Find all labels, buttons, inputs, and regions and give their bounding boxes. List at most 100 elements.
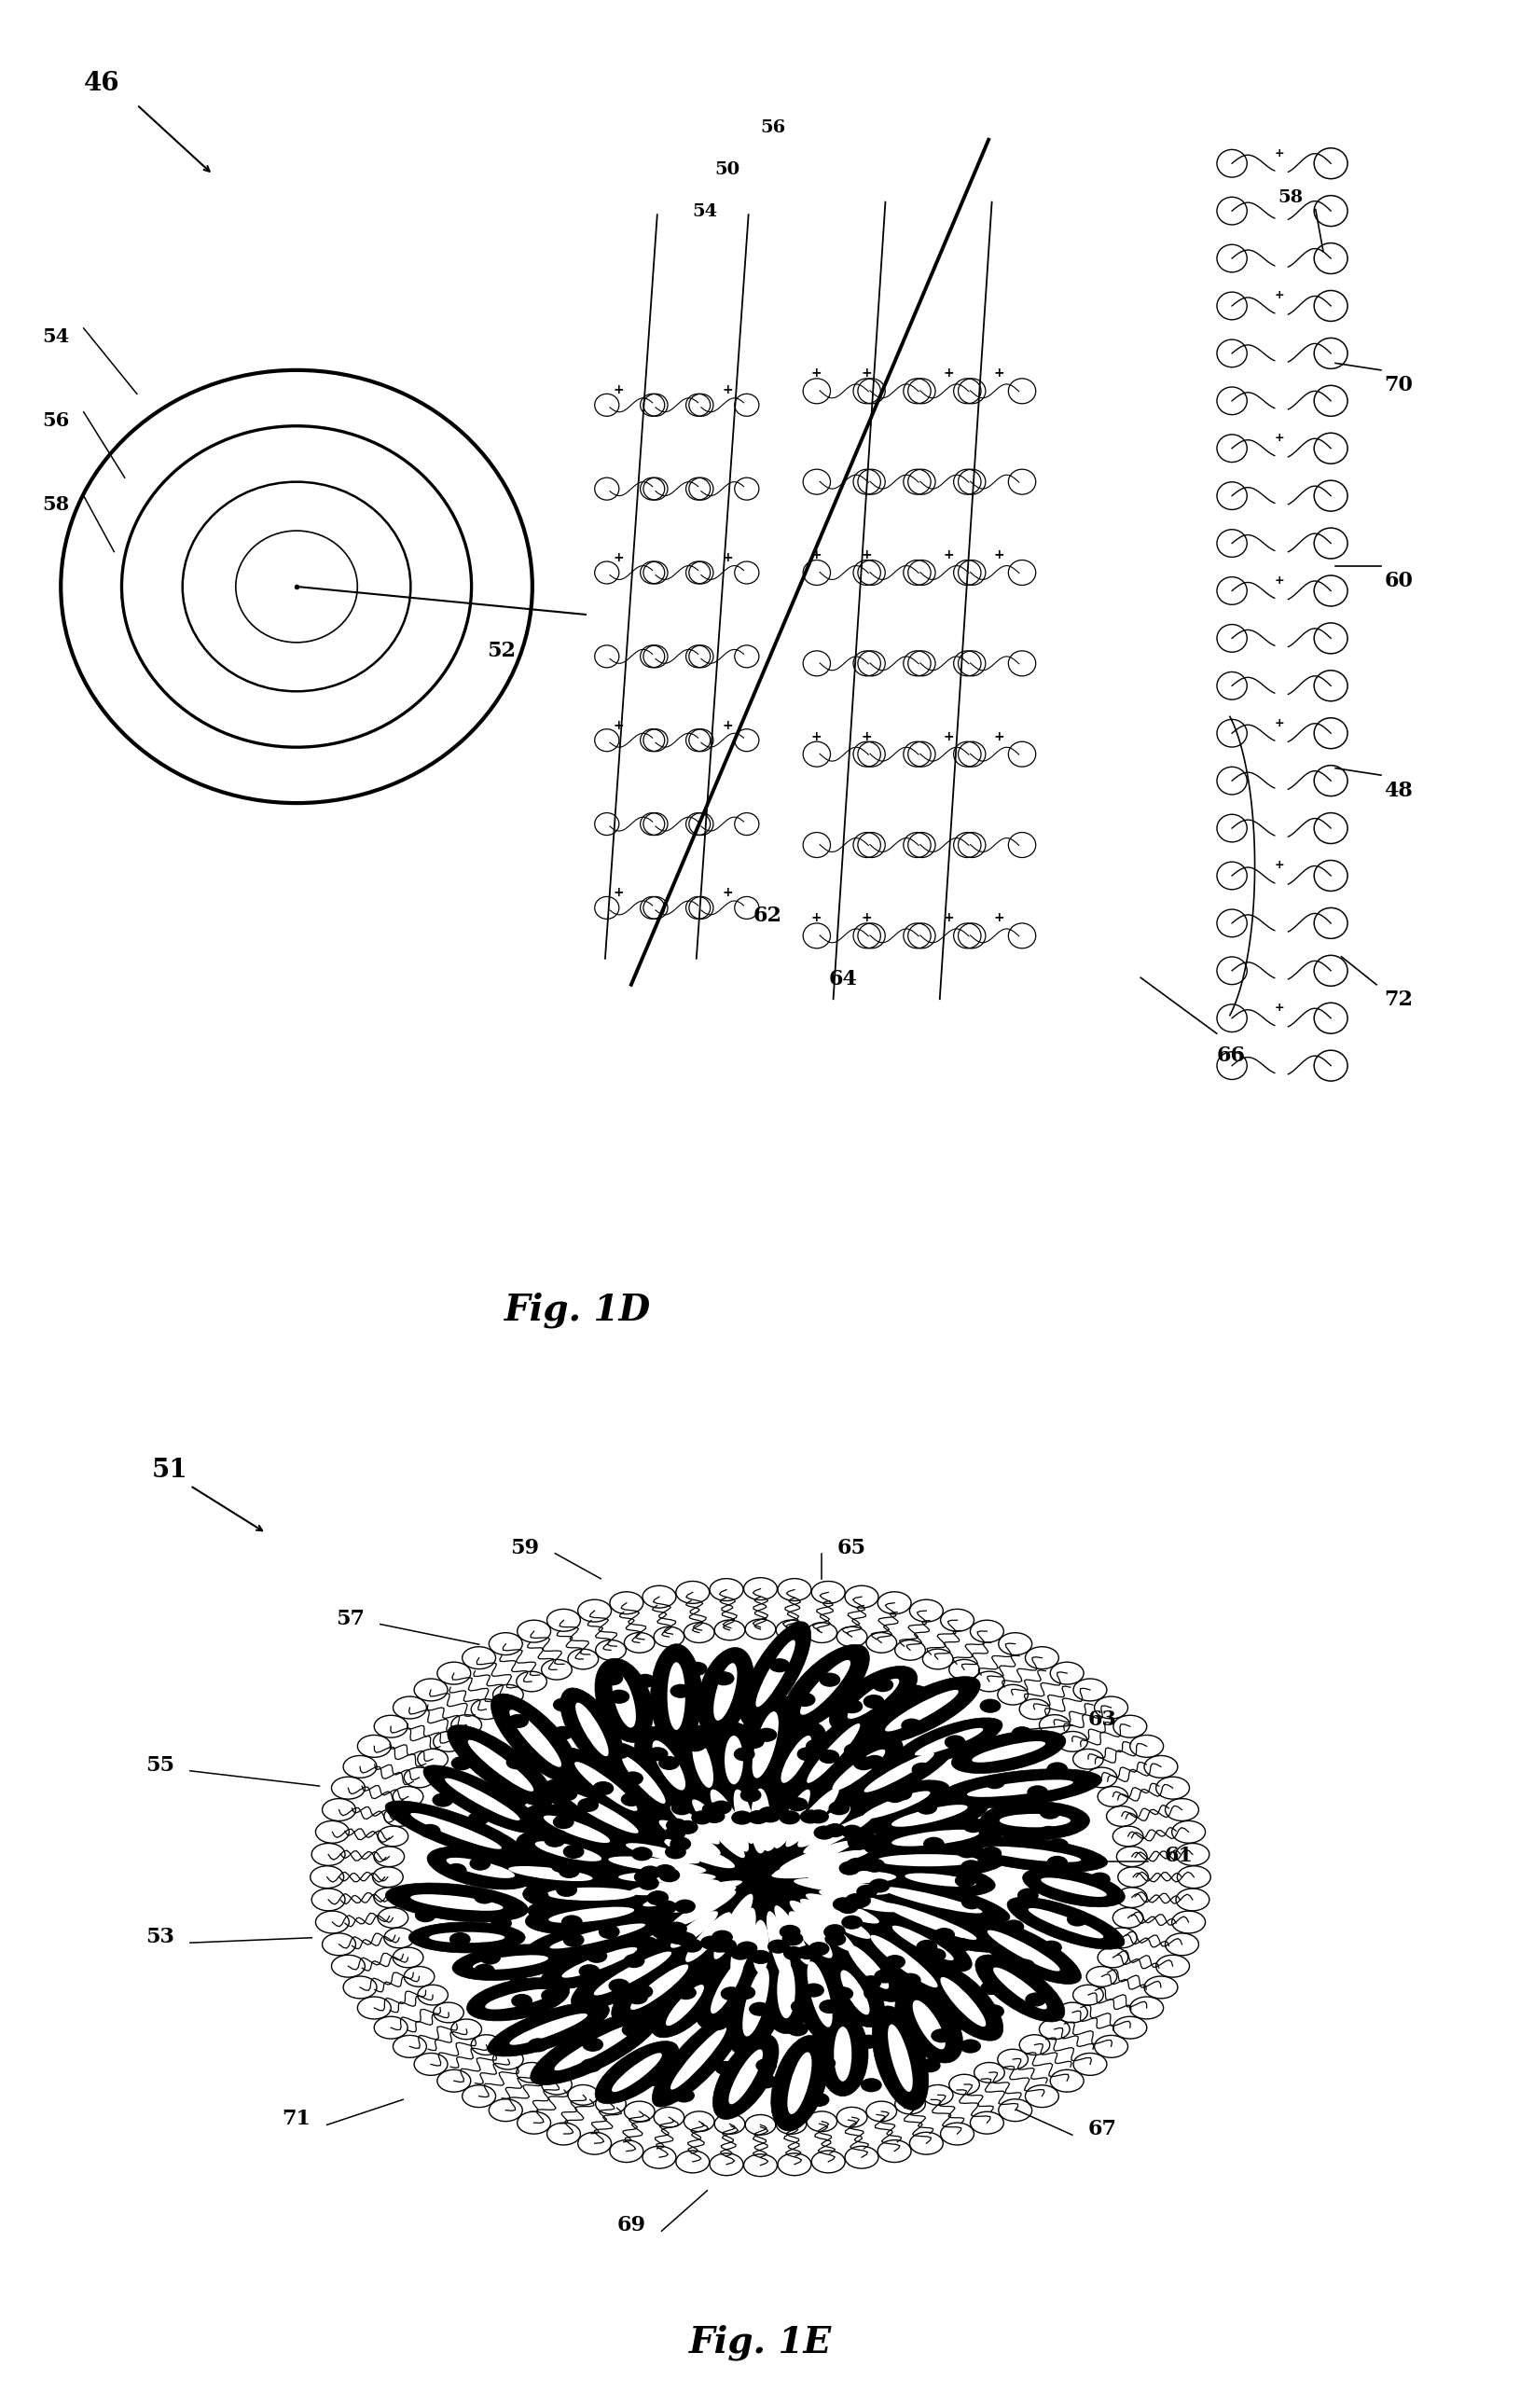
- Circle shape: [731, 1811, 752, 1825]
- Ellipse shape: [385, 1883, 527, 1922]
- Circle shape: [667, 1931, 689, 1943]
- Circle shape: [841, 1700, 862, 1714]
- Ellipse shape: [762, 1804, 784, 1852]
- Ellipse shape: [980, 1801, 1088, 1840]
- Circle shape: [853, 1755, 874, 1770]
- Circle shape: [915, 1941, 936, 1953]
- Text: +: +: [1274, 576, 1284, 588]
- Ellipse shape: [755, 1640, 795, 1707]
- Text: +: +: [613, 886, 623, 901]
- Circle shape: [558, 1864, 579, 1878]
- Text: 56: 56: [43, 412, 70, 429]
- Circle shape: [661, 2056, 682, 2071]
- Text: 59: 59: [509, 1539, 540, 1558]
- Ellipse shape: [724, 1736, 743, 1784]
- Circle shape: [666, 1922, 687, 1936]
- Ellipse shape: [751, 1789, 769, 1854]
- Circle shape: [676, 1820, 698, 1835]
- Circle shape: [883, 1955, 904, 1970]
- Text: 66: 66: [1216, 1045, 1245, 1067]
- Ellipse shape: [965, 1917, 1081, 1984]
- Ellipse shape: [485, 1857, 616, 1893]
- Circle shape: [952, 1885, 973, 1900]
- Text: 69: 69: [616, 2215, 646, 2235]
- Circle shape: [556, 1787, 578, 1801]
- Ellipse shape: [796, 1878, 920, 1924]
- Ellipse shape: [923, 1963, 1003, 2040]
- Ellipse shape: [831, 1931, 904, 2001]
- Circle shape: [863, 1840, 885, 1854]
- Circle shape: [591, 1702, 613, 1717]
- Ellipse shape: [883, 1902, 976, 1941]
- Text: Fig. 1E: Fig. 1E: [689, 2324, 831, 2360]
- Circle shape: [860, 1975, 882, 1989]
- Circle shape: [730, 1946, 751, 1960]
- Circle shape: [868, 1878, 889, 1893]
- Ellipse shape: [780, 1840, 854, 1871]
- Ellipse shape: [993, 1967, 1046, 2008]
- Circle shape: [796, 1946, 818, 1960]
- Circle shape: [863, 1859, 885, 1873]
- Circle shape: [755, 2073, 777, 2088]
- Ellipse shape: [853, 1876, 1009, 1924]
- Circle shape: [506, 1794, 527, 1808]
- Text: +: +: [613, 383, 623, 397]
- Text: +: +: [1274, 860, 1284, 872]
- Circle shape: [658, 1755, 679, 1770]
- Text: +: +: [1274, 1002, 1284, 1014]
- Circle shape: [766, 1804, 787, 1818]
- Ellipse shape: [874, 1914, 971, 1972]
- Circle shape: [468, 1811, 489, 1825]
- Ellipse shape: [725, 1948, 786, 2054]
- Text: +: +: [942, 913, 953, 925]
- Circle shape: [806, 1739, 827, 1753]
- Ellipse shape: [828, 1666, 917, 1731]
- Text: 58: 58: [43, 496, 70, 513]
- Circle shape: [716, 1719, 737, 1734]
- Ellipse shape: [667, 1662, 686, 1729]
- Circle shape: [822, 1924, 844, 1938]
- Ellipse shape: [670, 1912, 717, 1948]
- Circle shape: [860, 1835, 882, 1849]
- Ellipse shape: [619, 1871, 716, 1883]
- Circle shape: [547, 1830, 568, 1845]
- Ellipse shape: [806, 1724, 860, 1782]
- Ellipse shape: [781, 1645, 869, 1731]
- Circle shape: [813, 1825, 834, 1840]
- Ellipse shape: [628, 1878, 719, 1895]
- Circle shape: [955, 1873, 976, 1888]
- Ellipse shape: [939, 1977, 985, 2028]
- Circle shape: [915, 1801, 936, 1816]
- Ellipse shape: [733, 1789, 755, 1845]
- Circle shape: [924, 1948, 945, 1963]
- Circle shape: [704, 1808, 725, 1823]
- Text: +: +: [860, 913, 871, 925]
- Circle shape: [1046, 1763, 1067, 1777]
- Ellipse shape: [508, 1866, 593, 1881]
- Ellipse shape: [758, 1772, 825, 1864]
- Ellipse shape: [445, 1857, 514, 1878]
- Circle shape: [839, 1861, 860, 1876]
- Circle shape: [1026, 1784, 1047, 1799]
- Text: +: +: [810, 549, 821, 561]
- Ellipse shape: [451, 1943, 568, 1979]
- Circle shape: [720, 1987, 742, 2001]
- Circle shape: [923, 1837, 944, 1852]
- Ellipse shape: [651, 1972, 719, 2037]
- Ellipse shape: [888, 2025, 912, 2093]
- Circle shape: [673, 1900, 695, 1914]
- Ellipse shape: [760, 1946, 812, 2035]
- Circle shape: [956, 1845, 977, 1859]
- Ellipse shape: [895, 1717, 1002, 1765]
- Ellipse shape: [719, 1775, 769, 1859]
- Circle shape: [561, 1914, 582, 1929]
- Ellipse shape: [825, 1958, 885, 2028]
- Ellipse shape: [868, 1818, 1002, 1859]
- Circle shape: [622, 2023, 643, 2037]
- Text: +: +: [1274, 718, 1284, 730]
- Circle shape: [790, 1999, 812, 2013]
- Circle shape: [819, 1674, 841, 1688]
- Circle shape: [845, 1893, 866, 1907]
- Circle shape: [646, 1746, 667, 1760]
- Ellipse shape: [625, 1842, 699, 1864]
